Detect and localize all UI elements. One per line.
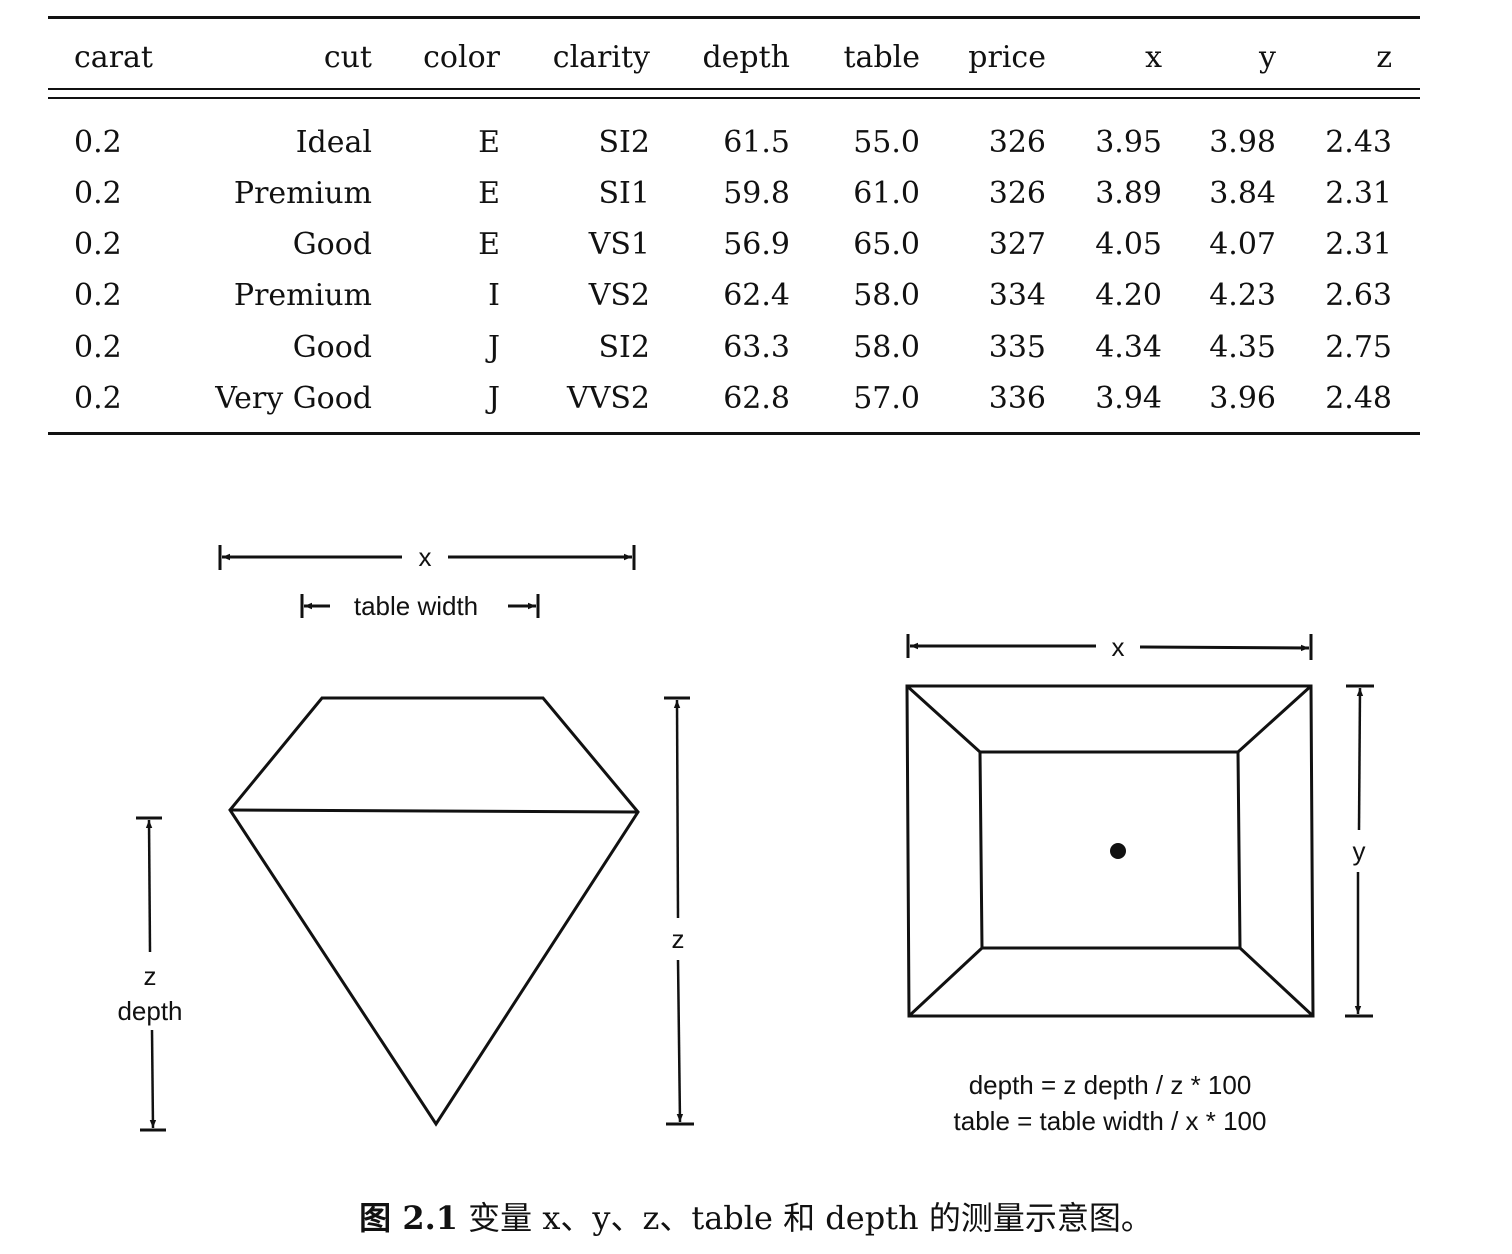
cell-y: 4.23: [1209, 278, 1276, 313]
diamond-side-shape: [228, 696, 640, 1127]
cell-z: 2.31: [1325, 176, 1392, 211]
cell-depth: 56.9: [723, 227, 790, 262]
cell-cut: Very Good: [215, 381, 372, 416]
table-width-dimension: table width: [300, 591, 540, 621]
cell-table: 58.0: [853, 330, 920, 365]
cell-x: 3.95: [1095, 125, 1162, 160]
cell-price: 326: [988, 125, 1046, 160]
cell-x: 4.20: [1095, 278, 1162, 313]
cell-table: 65.0: [853, 227, 920, 262]
figure-caption: 图 2.1 变量 x、y、z、table 和 depth 的测量示意图。: [0, 1196, 1512, 1240]
cell-clarity: SI1: [598, 176, 651, 211]
cell-price: 327: [988, 227, 1046, 262]
side-x-label: x: [419, 542, 432, 572]
col-header-clarity: clarity: [552, 40, 650, 75]
cell-price: 336: [988, 381, 1046, 416]
cell-z: 2.31: [1325, 227, 1392, 262]
table-header-rule-lower: [48, 97, 1420, 99]
cell-depth: 59.8: [723, 176, 790, 211]
cell-table: 57.0: [853, 381, 920, 416]
caption-text: 变量 x、y、z、table 和 depth 的测量示意图。: [468, 1199, 1153, 1237]
cell-price: 335: [988, 330, 1046, 365]
table-bottom-rule: [48, 432, 1420, 435]
depth-formula: depth = z depth / z * 100: [969, 1070, 1252, 1100]
cell-carat: 0.2: [74, 330, 122, 365]
cell-x: 4.34: [1095, 330, 1162, 365]
cell-clarity: SI2: [598, 125, 651, 160]
cell-color: E: [478, 125, 500, 160]
col-header-price: price: [968, 40, 1046, 75]
cell-color: J: [487, 330, 500, 365]
cell-cut: Good: [292, 227, 372, 262]
cell-z: 2.43: [1325, 125, 1392, 160]
cell-clarity: VVS2: [567, 381, 650, 416]
cell-z: 2.48: [1325, 381, 1392, 416]
cell-cut: Good: [292, 330, 372, 365]
cell-carat: 0.2: [74, 278, 122, 313]
cell-cut: Premium: [233, 176, 372, 211]
top-y-label: y: [1353, 836, 1366, 866]
table-width-label: table width: [354, 591, 478, 621]
table-header-rule-upper: [48, 88, 1420, 90]
cell-table: 61.0: [853, 176, 920, 211]
top-y-dimension: y: [1345, 684, 1374, 1018]
cell-carat: 0.2: [74, 125, 122, 160]
cell-x: 3.89: [1095, 176, 1162, 211]
cell-y: 3.96: [1209, 381, 1276, 416]
center-dot: [1110, 843, 1126, 859]
cell-cut: Premium: [233, 278, 372, 313]
cell-depth: 63.3: [723, 330, 790, 365]
col-header-y: y: [1259, 40, 1276, 75]
cell-depth: 62.8: [723, 381, 790, 416]
cell-color: J: [487, 381, 500, 416]
col-header-color: color: [423, 40, 500, 75]
z-label: z: [672, 924, 685, 954]
cell-clarity: VS2: [588, 278, 650, 313]
cell-cut: Ideal: [295, 125, 372, 160]
z-depth-label-depth: depth: [117, 996, 182, 1026]
cell-z: 2.75: [1325, 330, 1392, 365]
cell-y: 3.84: [1209, 176, 1276, 211]
cell-x: 4.05: [1095, 227, 1162, 262]
caption-number: 图 2.1: [359, 1199, 458, 1237]
diamond-top-shape: [905, 684, 1315, 1018]
table-formula: table = table width / x * 100: [954, 1106, 1267, 1136]
col-header-depth: depth: [702, 40, 790, 75]
cell-depth: 62.4: [723, 278, 790, 313]
col-header-cut: cut: [323, 40, 372, 75]
cell-y: 4.07: [1209, 227, 1276, 262]
cell-carat: 0.2: [74, 381, 122, 416]
cell-table: 55.0: [853, 125, 920, 160]
cell-y: 4.35: [1209, 330, 1276, 365]
cell-price: 326: [988, 176, 1046, 211]
cell-carat: 0.2: [74, 176, 122, 211]
col-header-z: z: [1376, 40, 1392, 75]
table-top-rule: [48, 16, 1420, 19]
top-x-label: x: [1112, 632, 1125, 662]
col-header-table: table: [843, 40, 921, 75]
cell-table: 58.0: [853, 278, 920, 313]
cell-z: 2.63: [1325, 278, 1392, 313]
cell-depth: 61.5: [723, 125, 790, 160]
cell-y: 3.98: [1209, 125, 1276, 160]
cell-clarity: SI2: [598, 330, 651, 365]
z-depth-dimension: z depth: [117, 816, 183, 1132]
cell-color: E: [478, 227, 500, 262]
cell-color: E: [478, 176, 500, 211]
z-dimension: z: [664, 696, 694, 1126]
z-depth-label-z: z: [144, 961, 157, 991]
cell-x: 3.94: [1095, 381, 1162, 416]
top-x-dimension: x: [906, 632, 1313, 662]
cell-color: I: [488, 278, 500, 313]
col-header-carat: carat: [74, 40, 153, 75]
cell-clarity: VS1: [588, 227, 650, 262]
side-x-dimension: x: [218, 542, 636, 572]
cell-price: 334: [988, 278, 1046, 313]
cell-carat: 0.2: [74, 227, 122, 262]
col-header-x: x: [1145, 40, 1162, 75]
